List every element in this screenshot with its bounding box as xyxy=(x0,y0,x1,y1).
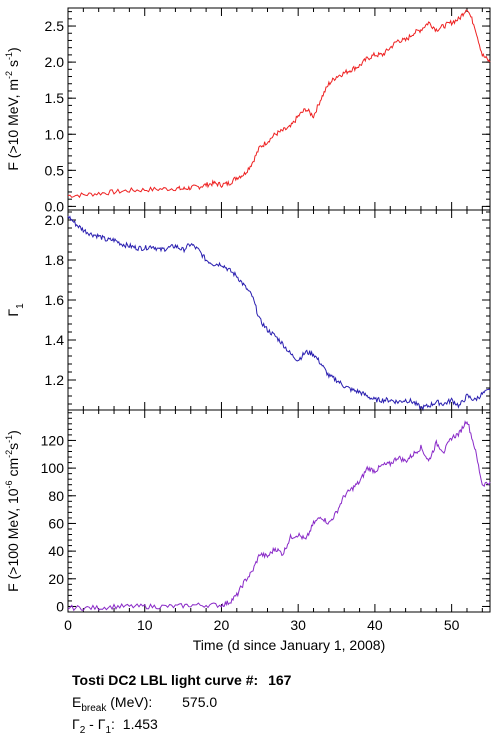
y-tick-label-top: 0.0 xyxy=(45,198,65,214)
ebreak-label: Ebreak (MeV): xyxy=(72,694,153,714)
x-tick-label: 30 xyxy=(290,617,306,633)
series-line-middle xyxy=(67,215,491,412)
series-line-top xyxy=(67,9,491,199)
panel-frame-bottom xyxy=(67,409,491,613)
ebreak-value: 575.0 xyxy=(182,694,218,710)
y-tick-label-top: 2.0 xyxy=(45,54,65,70)
y-tick-label-bottom: 80 xyxy=(48,488,64,504)
y-tick-label-bottom: 120 xyxy=(41,432,65,448)
title-line: Tosti DC2 LBL light curve #: 167 xyxy=(72,672,291,688)
series-line-bottom xyxy=(67,420,491,612)
x-tick-label: 40 xyxy=(367,617,383,633)
y-tick-label-bottom: 20 xyxy=(48,571,64,587)
x-tick-label: 0 xyxy=(64,617,72,633)
y-tick-label-middle: 1.6 xyxy=(45,292,65,308)
gamma-diff-value: 1.453 xyxy=(122,716,158,732)
gamma-diff-label: Γ2 - Γ1: xyxy=(72,716,115,736)
curve-number: 167 xyxy=(268,672,292,688)
y-axis-label-middle: Γ1 xyxy=(5,303,26,317)
y-tick-label-middle: 1.2 xyxy=(45,372,65,388)
title-text: Tosti DC2 LBL light curve #: xyxy=(72,672,259,688)
y-tick-label-bottom: 0 xyxy=(56,598,64,614)
y-tick-label-middle: 1.8 xyxy=(45,252,65,268)
x-tick-label: 50 xyxy=(444,617,460,633)
y-tick-label-top: 0.5 xyxy=(45,162,65,178)
y-tick-label-bottom: 100 xyxy=(41,460,65,476)
y-tick-label-middle: 2.0 xyxy=(45,212,65,228)
y-axis-label-top: F (>10 MeV, m-2 s-1) xyxy=(4,47,21,170)
y-tick-label-top: 1.0 xyxy=(45,126,65,142)
panel-frame-middle xyxy=(67,209,491,411)
ebreak-line: Ebreak (MeV): 575.0 xyxy=(72,694,217,714)
y-tick-label-top: 1.5 xyxy=(45,90,65,106)
y-tick-label-bottom: 60 xyxy=(48,515,64,531)
x-tick-label: 10 xyxy=(137,617,153,633)
gamma-diff-line: Γ2 - Γ1: 1.453 xyxy=(72,716,158,736)
x-tick-label: 20 xyxy=(214,617,230,633)
y-tick-label-top: 2.5 xyxy=(45,18,65,34)
y-tick-label-middle: 1.4 xyxy=(45,332,65,348)
y-tick-label-bottom: 40 xyxy=(48,543,64,559)
x-axis-label: Time (d since January 1, 2008) xyxy=(193,637,385,653)
y-axis-label-bottom: F (>100 MeV, 10-6 cm-2s-1) xyxy=(4,430,21,592)
panel-frame-top xyxy=(67,7,491,211)
